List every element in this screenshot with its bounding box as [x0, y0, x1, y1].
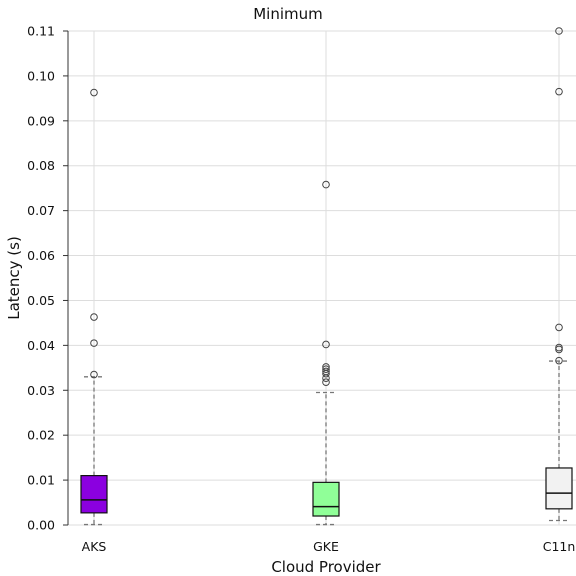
outlier-point [555, 356, 563, 365]
y-tick-label: 0.08 [27, 158, 55, 173]
y-tick-label: 0.05 [27, 293, 55, 308]
iqr-box [312, 481, 340, 517]
outlier-point [322, 378, 330, 386]
outlier-point [322, 363, 330, 371]
y-tick-label: 0.02 [27, 428, 55, 443]
y-tick-label: 0.00 [27, 518, 55, 533]
y-tick-label: 0.11 [27, 24, 55, 39]
y-tick-label: 0.09 [27, 113, 55, 128]
y-tick-label: 0.10 [27, 68, 55, 83]
y-tick-label: 0.01 [27, 473, 55, 488]
y-axis-ticks: 0.00 0.01 0.02 0.03 0.04 0.05 0.06 0.07 0.08 0.09… [27, 24, 69, 533]
box-aks [80, 88, 108, 526]
x-tick-label-c11n: C11n [543, 539, 576, 554]
y-tick-label: 0.03 [27, 383, 55, 398]
outlier-point [322, 180, 330, 189]
iqr-box [80, 475, 108, 514]
outlier-point [322, 367, 330, 376]
iqr-box [545, 467, 573, 510]
y-tick-label: 0.06 [27, 248, 55, 263]
y-tick-label: 0.04 [27, 338, 55, 353]
outlier-point [555, 87, 563, 96]
boxes [80, 27, 573, 526]
grid-lines [68, 30, 576, 526]
y-tick-label: 0.07 [27, 203, 55, 218]
outlier-point [555, 27, 563, 35]
outlier-point [555, 343, 563, 352]
outlier-point [90, 370, 98, 379]
x-tick-label-gke: GKE [313, 539, 339, 554]
outlier-point [555, 323, 563, 332]
chart-title: Minimum [253, 5, 323, 23]
y-axis-label: Latency (s) [5, 236, 23, 320]
x-axis-ticks: AKS GKE C11n [82, 539, 576, 554]
box-gke [312, 180, 340, 526]
outlier-point [90, 313, 98, 321]
outlier-point [90, 339, 98, 347]
x-tick-label-aks: AKS [82, 539, 107, 554]
outlier-point [322, 340, 330, 349]
outlier-point [90, 88, 98, 97]
box-c11n [545, 27, 573, 522]
x-axis-label: Cloud Provider [271, 558, 381, 576]
outlier-point [322, 365, 330, 373]
